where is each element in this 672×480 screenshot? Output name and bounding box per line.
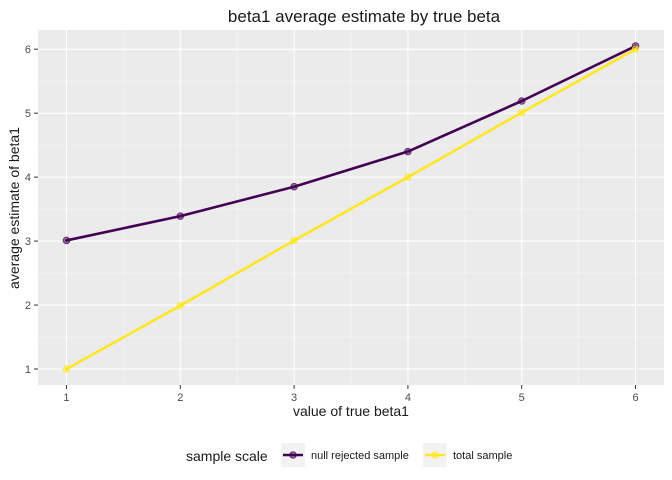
series-line-2 xyxy=(65,47,637,371)
data-point xyxy=(517,108,526,117)
y-tick-label: 2 xyxy=(25,300,31,312)
x-axis-ticks: 1 2 3 4 5 6 xyxy=(63,385,639,404)
legend-key-point xyxy=(289,451,297,459)
x-tick-label: 1 xyxy=(63,392,69,404)
x-axis-title: value of true beta1 xyxy=(293,403,409,419)
y-tick-label: 1 xyxy=(25,364,31,376)
x-tick-label: 3 xyxy=(291,392,297,404)
data-point xyxy=(176,301,185,310)
data-point xyxy=(290,236,298,245)
major-gridlines xyxy=(38,30,664,385)
x-tick-label: 4 xyxy=(405,392,411,404)
data-point xyxy=(290,182,298,191)
y-axis-title: average estimate of beta1 xyxy=(6,127,22,289)
y-tick-label: 5 xyxy=(25,108,31,120)
x-tick-label: 2 xyxy=(177,392,183,404)
y-tick-label: 3 xyxy=(25,236,31,248)
data-point xyxy=(404,147,412,156)
data-point xyxy=(404,173,412,181)
x-tick-label: 5 xyxy=(519,392,525,404)
legend-label-2: total sample xyxy=(453,450,512,462)
legend: sample scale null rejected sample total s… xyxy=(186,443,512,467)
legend-label-1: null rejected sample xyxy=(311,450,409,462)
series-line-1 xyxy=(65,44,637,242)
data-point xyxy=(631,45,640,53)
chart-title: beta1 average estimate by true beta xyxy=(228,7,501,26)
legend-title: sample scale xyxy=(186,448,268,464)
data-point xyxy=(62,365,71,373)
legend-key-point xyxy=(431,451,439,459)
legend-items: null rejected sample total sample xyxy=(281,443,512,467)
data-point xyxy=(517,97,526,105)
x-tick-label: 6 xyxy=(632,392,638,404)
y-tick-label: 4 xyxy=(25,172,31,184)
data-point xyxy=(62,236,71,245)
data-point xyxy=(176,212,185,220)
y-axis-ticks: 1 2 3 4 5 6 xyxy=(25,44,38,376)
y-tick-label: 6 xyxy=(25,44,31,56)
series-layer xyxy=(62,42,640,373)
